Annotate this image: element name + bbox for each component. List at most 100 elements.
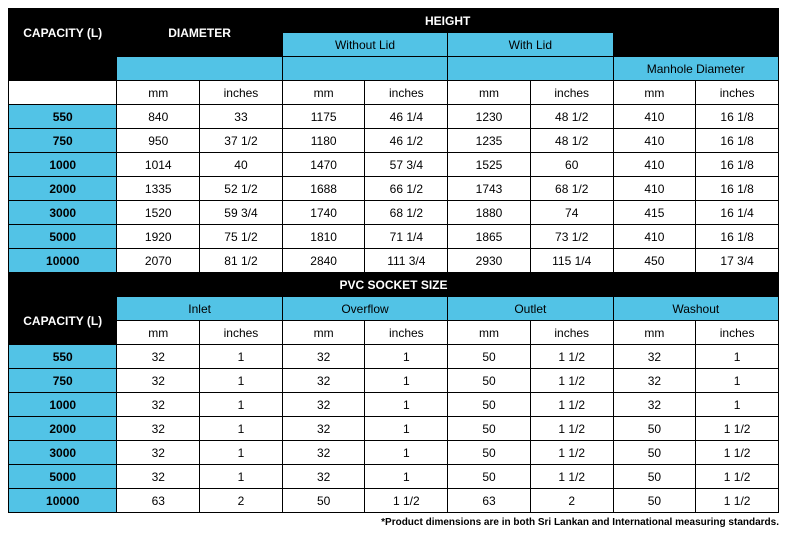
table-cell: 1 1/2 bbox=[530, 465, 613, 489]
table-cell: 48 1/2 bbox=[530, 105, 613, 129]
unit-mm: mm bbox=[448, 81, 531, 105]
table-cell: 1235 bbox=[448, 129, 531, 153]
table-cell: 1 bbox=[200, 465, 283, 489]
table-cell: 1 1/2 bbox=[696, 489, 779, 513]
table-cell: 32 bbox=[117, 441, 200, 465]
dimensions-table: CAPACITY (L) DIAMETER HEIGHT Without Lid… bbox=[8, 8, 779, 273]
table-cell: 40 bbox=[200, 153, 283, 177]
table-cell: 1 1/2 bbox=[696, 441, 779, 465]
table-cell: 57 3/4 bbox=[365, 153, 448, 177]
table-row: 5000192075 1/2181071 1/4186573 1/241016 … bbox=[9, 225, 779, 249]
table-cell: 46 1/2 bbox=[365, 129, 448, 153]
unit-mm: mm bbox=[117, 321, 200, 345]
table-row: 10000207081 1/22840111 3/42930115 1/4450… bbox=[9, 249, 779, 273]
table-cell: 32 bbox=[117, 465, 200, 489]
table-cell: 81 1/2 bbox=[200, 249, 283, 273]
table-cell: 2 bbox=[200, 489, 283, 513]
table-cell: 410 bbox=[613, 129, 696, 153]
footnote-text: *Product dimensions are in both Sri Lank… bbox=[8, 517, 779, 528]
table-cell: 1920 bbox=[117, 225, 200, 249]
table-cell: 840 bbox=[117, 105, 200, 129]
table-cell: 1 1/2 bbox=[530, 417, 613, 441]
table-cell: 111 3/4 bbox=[365, 249, 448, 273]
table-cell: 1 1/2 bbox=[530, 369, 613, 393]
table-cell: 1 bbox=[200, 369, 283, 393]
table-cell: 1520 bbox=[117, 201, 200, 225]
table-row: 2000321321501 1/2501 1/2 bbox=[9, 417, 779, 441]
table-cell: 2070 bbox=[117, 249, 200, 273]
table-cell: 1 1/2 bbox=[530, 345, 613, 369]
table-cell: 1 bbox=[696, 345, 779, 369]
unit-in: inches bbox=[200, 321, 283, 345]
table-cell: 1180 bbox=[282, 129, 365, 153]
sub-washout: Washout bbox=[613, 297, 778, 321]
table-cell: 1525 bbox=[448, 153, 531, 177]
capacity-cell: 2000 bbox=[9, 177, 117, 201]
table-cell: 16 1/8 bbox=[696, 177, 779, 201]
table-row: 550321321501 1/2321 bbox=[9, 345, 779, 369]
table-cell: 410 bbox=[613, 177, 696, 201]
table-cell: 16 1/8 bbox=[696, 153, 779, 177]
blank-cell bbox=[9, 81, 117, 105]
table-row: 10000632501 1/2632501 1/2 bbox=[9, 489, 779, 513]
table-cell: 37 1/2 bbox=[200, 129, 283, 153]
table-cell: 1688 bbox=[282, 177, 365, 201]
col-blank bbox=[613, 9, 778, 57]
table-cell: 16 1/4 bbox=[696, 201, 779, 225]
table-cell: 950 bbox=[117, 129, 200, 153]
table-cell: 60 bbox=[530, 153, 613, 177]
table-cell: 50 bbox=[448, 393, 531, 417]
unit-mm: mm bbox=[117, 81, 200, 105]
table-cell: 1014 bbox=[117, 153, 200, 177]
table-cell: 66 1/2 bbox=[365, 177, 448, 201]
table-cell: 73 1/2 bbox=[530, 225, 613, 249]
capacity-cell: 3000 bbox=[9, 441, 117, 465]
sub-outlet: Outlet bbox=[448, 297, 613, 321]
unit-in: inches bbox=[696, 321, 779, 345]
pvc-title: PVC SOCKET SIZE bbox=[9, 273, 779, 297]
table-row: 3000152059 3/4174068 1/218807441516 1/4 bbox=[9, 201, 779, 225]
unit-mm: mm bbox=[613, 321, 696, 345]
capacity-cell: 1000 bbox=[9, 393, 117, 417]
table-cell: 1335 bbox=[117, 177, 200, 201]
unit-in: inches bbox=[365, 321, 448, 345]
table-cell: 1743 bbox=[448, 177, 531, 201]
table-cell: 1880 bbox=[448, 201, 531, 225]
table-cell: 52 1/2 bbox=[200, 177, 283, 201]
table-cell: 1 1/2 bbox=[696, 417, 779, 441]
capacity-cell: 3000 bbox=[9, 201, 117, 225]
unit-in: inches bbox=[365, 81, 448, 105]
blank-cell bbox=[448, 57, 613, 81]
table-cell: 50 bbox=[448, 465, 531, 489]
table-row: 55084033117546 1/4123048 1/241016 1/8 bbox=[9, 105, 779, 129]
table-cell: 50 bbox=[613, 417, 696, 441]
table-row: 5000321321501 1/2501 1/2 bbox=[9, 465, 779, 489]
col-capacity: CAPACITY (L) bbox=[9, 297, 117, 345]
blank-cell bbox=[117, 57, 282, 81]
capacity-cell: 550 bbox=[9, 105, 117, 129]
table-cell: 1740 bbox=[282, 201, 365, 225]
table-cell: 1 bbox=[365, 417, 448, 441]
table-cell: 32 bbox=[282, 417, 365, 441]
table-cell: 1175 bbox=[282, 105, 365, 129]
unit-mm: mm bbox=[282, 321, 365, 345]
table-cell: 1 bbox=[200, 441, 283, 465]
table-cell: 32 bbox=[282, 393, 365, 417]
table-cell: 1470 bbox=[282, 153, 365, 177]
unit-in: inches bbox=[200, 81, 283, 105]
table-cell: 1810 bbox=[282, 225, 365, 249]
sub-with-lid: With Lid bbox=[448, 33, 613, 57]
unit-mm: mm bbox=[613, 81, 696, 105]
table-cell: 1865 bbox=[448, 225, 531, 249]
table-cell: 33 bbox=[200, 105, 283, 129]
table-cell: 50 bbox=[448, 369, 531, 393]
table-cell: 1 bbox=[696, 393, 779, 417]
table-cell: 410 bbox=[613, 105, 696, 129]
table-cell: 1 bbox=[200, 393, 283, 417]
table-cell: 1230 bbox=[448, 105, 531, 129]
sub-overflow: Overflow bbox=[282, 297, 447, 321]
table-cell: 63 bbox=[117, 489, 200, 513]
table-cell: 16 1/8 bbox=[696, 105, 779, 129]
sub-manhole: Manhole Diameter bbox=[613, 57, 778, 81]
unit-mm: mm bbox=[282, 81, 365, 105]
